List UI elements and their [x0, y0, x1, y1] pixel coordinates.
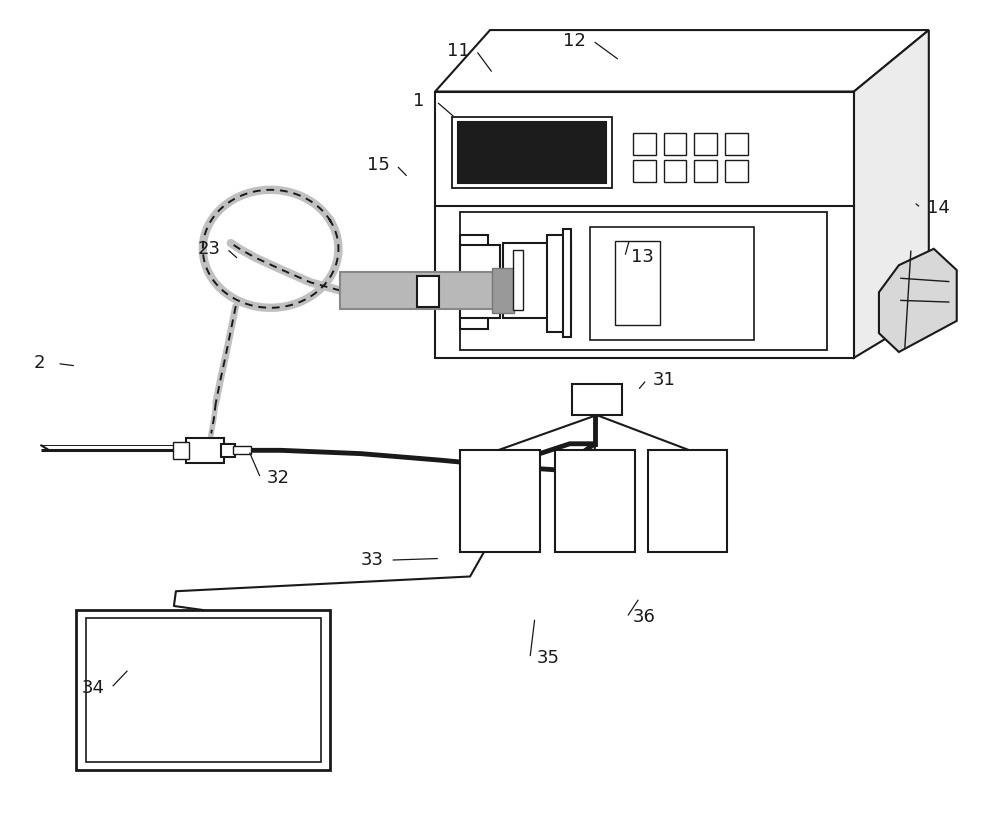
- Text: 33: 33: [361, 551, 384, 569]
- Bar: [547, 235, 567, 331]
- Bar: [460, 450, 540, 552]
- Bar: [221, 444, 235, 457]
- Text: 12: 12: [563, 32, 586, 49]
- Text: 36: 36: [633, 608, 656, 626]
- Text: 14: 14: [927, 199, 950, 217]
- Bar: [173, 442, 189, 459]
- Bar: [435, 91, 854, 358]
- Bar: [503, 243, 571, 318]
- Bar: [633, 133, 656, 155]
- Bar: [563, 229, 571, 337]
- Text: 32: 32: [267, 469, 290, 487]
- Bar: [186, 438, 224, 463]
- Text: 15: 15: [367, 156, 390, 174]
- Bar: [664, 160, 686, 182]
- Bar: [615, 241, 660, 325]
- Bar: [460, 235, 488, 329]
- Bar: [694, 160, 717, 182]
- Bar: [513, 251, 523, 310]
- Bar: [648, 450, 727, 552]
- Text: 11: 11: [447, 42, 469, 59]
- Bar: [664, 133, 686, 155]
- Text: 23: 23: [197, 240, 220, 258]
- Bar: [86, 618, 320, 762]
- Polygon shape: [435, 30, 929, 91]
- Bar: [452, 117, 612, 188]
- Bar: [340, 272, 500, 308]
- Bar: [417, 276, 439, 307]
- Text: 34: 34: [82, 679, 105, 697]
- Bar: [458, 122, 606, 183]
- Bar: [460, 212, 827, 349]
- Text: 2: 2: [34, 354, 45, 372]
- Text: 31: 31: [653, 371, 676, 389]
- Text: 1: 1: [413, 92, 424, 110]
- Polygon shape: [879, 249, 957, 352]
- Bar: [233, 446, 251, 455]
- Bar: [460, 245, 500, 318]
- Bar: [555, 450, 635, 552]
- Bar: [633, 160, 656, 182]
- Bar: [694, 133, 717, 155]
- Bar: [572, 384, 622, 415]
- Bar: [76, 610, 330, 770]
- Bar: [725, 133, 748, 155]
- Text: 35: 35: [536, 649, 559, 667]
- Polygon shape: [854, 30, 929, 358]
- Text: 13: 13: [631, 248, 654, 266]
- Bar: [492, 268, 514, 312]
- Bar: [590, 227, 754, 339]
- Bar: [725, 160, 748, 182]
